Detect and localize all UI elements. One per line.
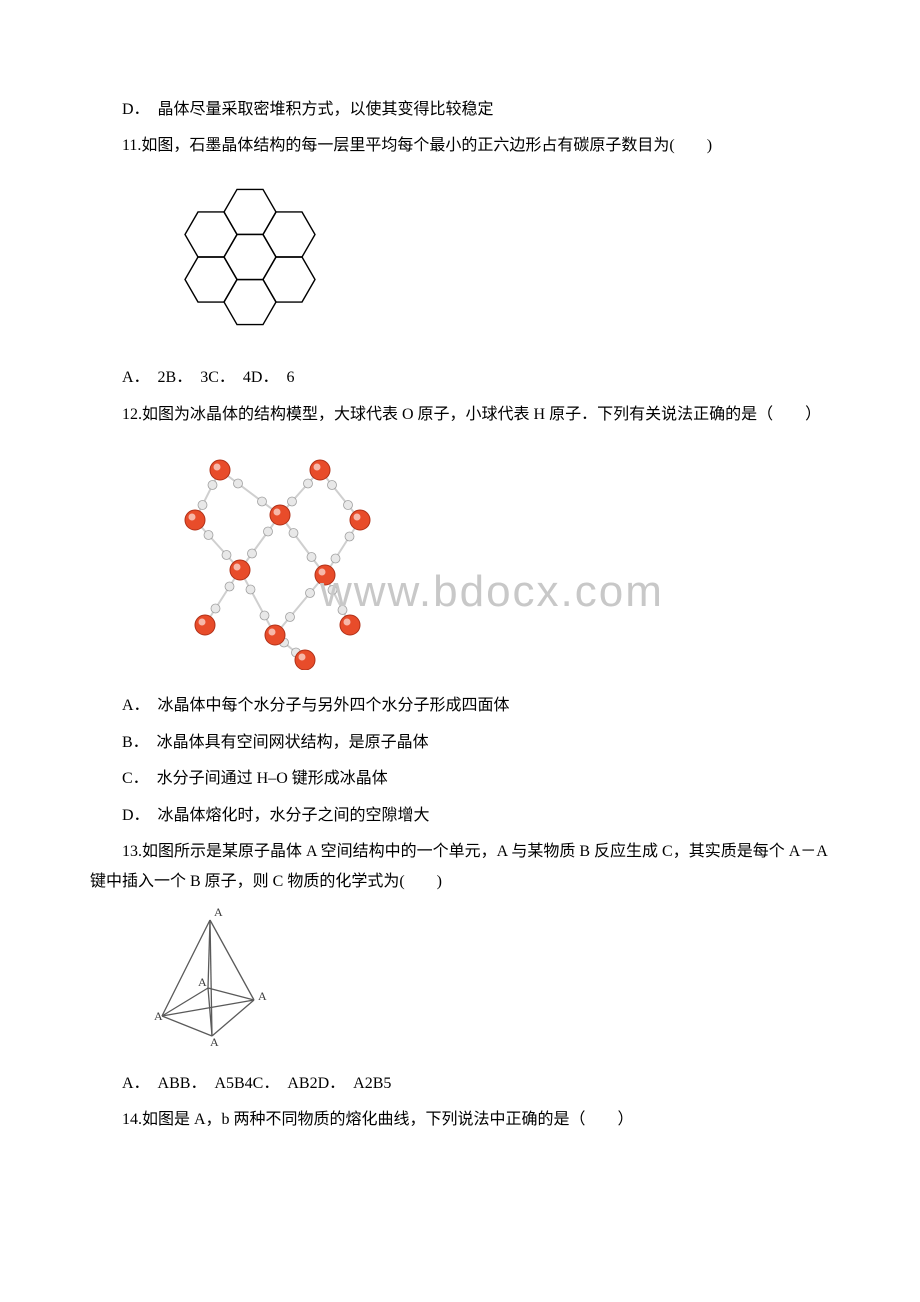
svg-text:A: A bbox=[214, 908, 223, 919]
svg-text:A: A bbox=[210, 1035, 219, 1048]
hexagon-lattice-icon bbox=[150, 172, 350, 342]
q12-figure: www.bdocx.com bbox=[150, 440, 830, 681]
q12-option-d: D． 冰晶体熔化时，水分子之间的空隙增大 bbox=[90, 801, 830, 831]
q10-option-d: D． 晶体尽量采取密堆积方式，以使其变得比较稳定 bbox=[90, 95, 830, 125]
q12-option-b: B． 冰晶体具有空间网状结构，是原子晶体 bbox=[90, 728, 830, 758]
svg-text:A: A bbox=[198, 975, 207, 989]
q13-figure: A A A A A bbox=[150, 908, 830, 1059]
q11-options: A． 2B． 3C． 4D． 6 bbox=[90, 363, 830, 393]
q11-stem: 11.如图，石墨晶体结构的每一层里平均每个最小的正六边形占有碳原子数目为( ) bbox=[90, 131, 830, 161]
q13-options: A． ABB． A5B4C． AB2D． A2B5 bbox=[90, 1069, 830, 1099]
q11-figure bbox=[150, 172, 830, 353]
q13-stem: 13.如图所示是某原子晶体 A 空间结构中的一个单元，A 与某物质 B 反应生成… bbox=[90, 837, 830, 898]
q14-stem: 14.如图是 A，b 两种不同物质的熔化曲线，下列说法中正确的是（ ） bbox=[90, 1105, 830, 1135]
q12-stem: 12.如图为冰晶体的结构模型，大球代表 O 原子，小球代表 H 原子．下列有关说… bbox=[90, 400, 830, 430]
svg-text:A: A bbox=[154, 1009, 163, 1023]
svg-text:A: A bbox=[258, 989, 267, 1003]
q12-option-c: C． 水分子间通过 H–O 键形成冰晶体 bbox=[90, 764, 830, 794]
q12-option-a: A． 冰晶体中每个水分子与另外四个水分子形成四面体 bbox=[90, 691, 830, 721]
ice-crystal-icon bbox=[150, 440, 410, 670]
tetrahedron-icon: A A A A A bbox=[150, 908, 270, 1048]
